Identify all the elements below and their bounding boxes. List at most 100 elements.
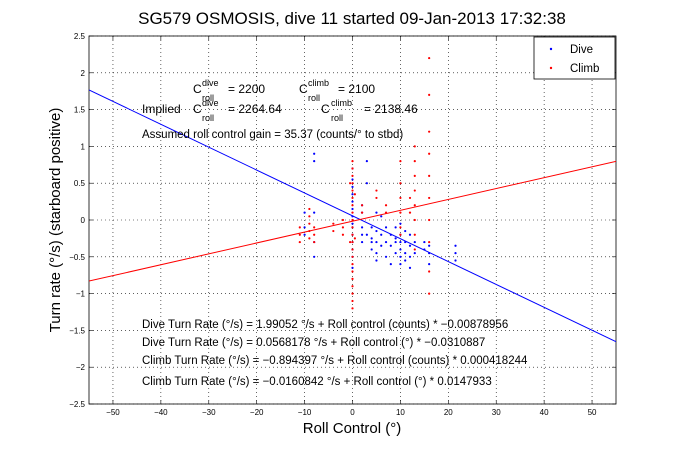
data-point-climb — [408, 211, 412, 214]
y-tick-label: −2 — [76, 363, 86, 372]
data-point-dive — [454, 244, 457, 247]
x-tick-label: 40 — [540, 408, 549, 417]
x-tick-label: −30 — [202, 408, 216, 417]
data-point-climb — [351, 307, 354, 310]
data-point-climb — [360, 211, 364, 214]
roll-gain-annotation: Assumed roll control gain = 35.37 (count… — [142, 129, 403, 141]
data-point-dive — [351, 193, 354, 196]
data-point-climb — [351, 255, 354, 258]
data-point-climb — [349, 240, 352, 244]
data-point-climb — [413, 233, 416, 236]
data-point-climb — [351, 248, 354, 251]
data-point-climb — [298, 233, 301, 236]
data-point-climb — [351, 240, 354, 244]
c-roll-climb-sup: climb — [308, 78, 329, 88]
implied-dive-sup: dive — [202, 98, 219, 108]
data-point-climb — [341, 226, 345, 229]
data-point-dive — [394, 226, 397, 229]
x-tick-label: 30 — [492, 408, 501, 417]
c-roll-dive-symbol: C — [193, 82, 202, 96]
implied-climb-sup: climb — [331, 98, 352, 108]
data-point-climb — [413, 204, 416, 207]
legend-box — [533, 36, 616, 80]
implied-climb-value: = 2138.46 — [364, 102, 418, 116]
data-point-dive — [404, 240, 407, 244]
y-tick-label: 2 — [81, 69, 86, 78]
data-point-climb — [341, 218, 345, 222]
data-point-dive — [313, 160, 316, 163]
data-point-climb — [413, 160, 416, 163]
data-point-climb — [298, 240, 301, 244]
axis-ticks: −50 −40 −30 −20 −10 0 10 20 30 40 50−2.5−2−1.5−1−0… — [69, 32, 616, 417]
data-point-dive — [408, 266, 412, 269]
data-point-dive — [428, 263, 431, 266]
data-point-climb — [313, 226, 316, 229]
data-point-climb — [353, 193, 356, 196]
legend-climb-marker — [549, 66, 553, 70]
data-point-climb — [413, 189, 416, 192]
x-tick-label: −20 — [250, 408, 264, 417]
data-point-climb — [349, 182, 352, 185]
data-point-dive — [380, 244, 383, 247]
x-tick-label: −50 — [106, 408, 120, 417]
data-point-dive — [384, 226, 388, 229]
data-point-dive — [454, 252, 457, 255]
data-point-dive — [389, 244, 392, 247]
data-point-dive — [423, 240, 426, 244]
implied-climb-sub: roll — [331, 113, 343, 123]
data-point-climb — [408, 196, 412, 200]
legend-climb-label: Climb — [570, 63, 599, 75]
x-tick-label: 0 — [350, 408, 355, 417]
data-point-dive — [303, 233, 306, 236]
data-point-climb — [399, 226, 402, 229]
data-point-dive — [408, 244, 412, 247]
implied-dive-value: = 2264.64 — [228, 102, 282, 116]
data-point-climb — [399, 196, 402, 200]
data-point-climb — [428, 174, 431, 177]
data-point-dive — [351, 207, 354, 211]
data-point-dive — [303, 211, 306, 214]
implied-climb-symbol: C — [321, 102, 330, 116]
data-point-climb — [308, 207, 311, 211]
data-point-dive — [399, 255, 402, 258]
data-point-dive — [351, 200, 354, 203]
data-point-dive — [365, 160, 368, 163]
implied-dive-symbol: C — [193, 102, 202, 116]
data-point-dive — [370, 237, 373, 240]
data-point-dive — [408, 255, 412, 258]
data-point-climb — [351, 218, 354, 222]
x-tick-label: 10 — [396, 408, 405, 417]
x-tick-label: 50 — [588, 408, 597, 417]
y-tick-label: 0 — [81, 216, 86, 225]
data-point-dive — [375, 229, 378, 233]
data-point-dive — [375, 211, 378, 214]
data-point-climb — [332, 229, 335, 233]
data-point-dive — [408, 233, 412, 236]
data-point-climb — [428, 93, 431, 96]
data-point-climb — [313, 240, 316, 244]
data-point-dive — [394, 240, 397, 244]
data-point-climb — [375, 196, 378, 200]
data-point-dive — [313, 255, 316, 258]
c-roll-climb-sub: roll — [308, 93, 320, 103]
data-point-climb — [399, 233, 402, 236]
data-point-climb — [351, 226, 354, 229]
data-point-dive — [375, 259, 378, 262]
x-tick-label: −40 — [154, 408, 168, 417]
data-point-dive — [399, 222, 402, 225]
data-point-dive — [413, 240, 416, 244]
data-point-climb — [428, 196, 431, 200]
data-point-dive — [365, 233, 368, 236]
data-point-climb — [399, 211, 402, 214]
equation-dive-counts: Dive Turn Rate (°/s) = 1.99052 °/s + Rol… — [142, 319, 508, 331]
data-point-climb — [428, 270, 431, 273]
data-point-climb — [313, 233, 316, 236]
data-point-dive — [394, 252, 397, 255]
data-point-climb — [351, 299, 354, 303]
c-roll-dive-sub: roll — [202, 93, 214, 103]
data-point-climb — [351, 263, 354, 266]
data-point-climb — [351, 270, 354, 273]
data-point-climb — [375, 189, 378, 192]
y-tick-label: −0.5 — [69, 253, 85, 262]
